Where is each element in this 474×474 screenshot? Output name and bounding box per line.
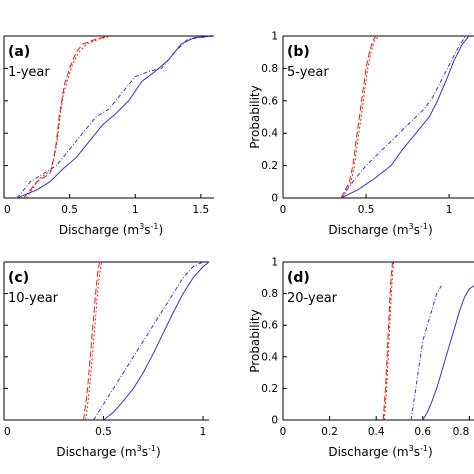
x-tick-label: 0 bbox=[4, 426, 11, 438]
series-line-blue bbox=[93, 262, 204, 420]
y-axis-label: Probability bbox=[248, 85, 262, 148]
x-axis-label: Discharge (m3s-1) bbox=[328, 222, 432, 237]
x-tick-label: 0 bbox=[280, 426, 287, 438]
x-tick-label: 0.5 bbox=[61, 204, 78, 216]
series-line-blue bbox=[340, 36, 467, 198]
y-tick-label: 0.2 bbox=[261, 383, 278, 395]
x-tick-label: 1 bbox=[200, 426, 207, 438]
x-tick-label: 0.4 bbox=[368, 426, 385, 438]
panel-2: 0 0.5 1 Discharge (m3s-1) (c) 10-year bbox=[3, 261, 209, 459]
panel-letter: (c) bbox=[8, 270, 29, 286]
panel-3: 0 0.2 0.4 0.6 0.8 1 0 0.2 0.4 0.6 0.8 Discharge (m3… bbox=[248, 257, 474, 459]
series-line-blue bbox=[103, 262, 209, 420]
x-axis-label: Discharge (m3s-1) bbox=[56, 444, 160, 459]
y-tick-label: 0 bbox=[271, 193, 278, 205]
series-line-red bbox=[342, 36, 380, 198]
x-tick-label: 0.5 bbox=[358, 204, 375, 216]
x-tick-label: 0.5 bbox=[95, 426, 112, 438]
series-line-red bbox=[382, 262, 393, 420]
y-axis-label: Probability bbox=[248, 309, 262, 372]
series-line-red bbox=[340, 36, 377, 198]
series-line-red bbox=[85, 262, 102, 420]
x-axis-label: Discharge (m3s-1) bbox=[328, 444, 432, 459]
x-tick-label: 1.5 bbox=[193, 204, 210, 216]
series-line-red bbox=[383, 262, 395, 420]
y-tick-label: 0.6 bbox=[261, 95, 278, 107]
panel-letter: (d) bbox=[287, 270, 310, 286]
y-tick-label: 0.6 bbox=[261, 320, 278, 332]
panel-0: 0 0.5 1 1.5 Discharge (m3s-1) (a) 1-year bbox=[3, 35, 214, 237]
x-tick-label: 1 bbox=[446, 204, 453, 216]
x-axis-label: Discharge (m3s-1) bbox=[59, 222, 163, 237]
x-tick-label: 0 bbox=[280, 204, 287, 216]
y-tick-label: 0.2 bbox=[261, 160, 278, 172]
panel-letter: (a) bbox=[8, 44, 30, 60]
x-tick-label: 0.8 bbox=[453, 426, 470, 438]
panel-letter: (b) bbox=[287, 44, 310, 60]
series-line-blue bbox=[340, 36, 470, 198]
y-tick-label: 0.8 bbox=[261, 288, 278, 300]
panel-period: 10-year bbox=[8, 291, 59, 306]
x-tick-label: 1 bbox=[132, 204, 139, 216]
panel-1: 0 0.2 0.4 0.6 0.8 1 0 0.5 1 Discharge (m3s-1) Prob… bbox=[248, 31, 474, 237]
series-line-blue bbox=[410, 285, 442, 420]
panel-period: 20-year bbox=[287, 291, 338, 306]
x-tick-label: 0.2 bbox=[321, 426, 338, 438]
y-tick-label: 0.4 bbox=[261, 351, 278, 363]
x-tick-label: 0.6 bbox=[414, 426, 431, 438]
series-line-red bbox=[23, 36, 110, 198]
x-tick-label: 0 bbox=[4, 204, 11, 216]
y-tick-label: 1 bbox=[271, 31, 278, 43]
series-line-red bbox=[25, 36, 112, 198]
panel-period: 5-year bbox=[287, 65, 329, 80]
y-tick-label: 1 bbox=[271, 257, 278, 269]
series-line-blue bbox=[422, 285, 474, 420]
series-line-blue bbox=[16, 36, 214, 198]
series-line-blue bbox=[16, 36, 214, 198]
y-tick-label: 0.8 bbox=[261, 63, 278, 75]
series-line-red bbox=[83, 262, 100, 420]
y-tick-label: 0 bbox=[271, 415, 278, 427]
y-tick-label: 0.4 bbox=[261, 128, 278, 140]
panel-period: 1-year bbox=[8, 65, 50, 80]
